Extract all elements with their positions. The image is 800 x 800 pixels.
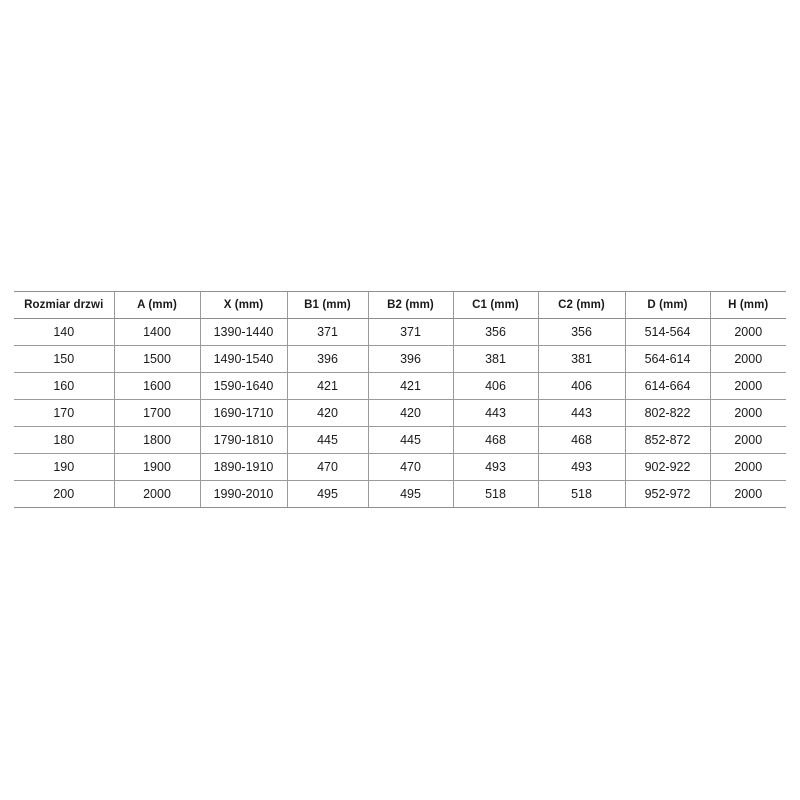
table-cell: 371 [287, 318, 369, 346]
table-cell: 1990-2010 [200, 480, 288, 508]
table-cell: 495 [368, 480, 454, 508]
table-cell: 1900 [114, 453, 201, 481]
table-cell: 396 [368, 345, 454, 373]
row-label-cell: 160 [14, 372, 115, 400]
table-cell: 420 [287, 399, 369, 427]
table-row: 200 2000 1990-2010 495 495 518 518 952-972 2000 [14, 480, 786, 508]
table-cell: 381 [538, 345, 626, 373]
column-header-5: C1 (mm) [453, 291, 539, 319]
column-header-4: B2 (mm) [368, 291, 454, 319]
table-cell: 518 [538, 480, 626, 508]
table-cell: 1390-1440 [200, 318, 288, 346]
table-cell: 2000 [710, 399, 786, 427]
table-cell: 1800 [114, 426, 201, 454]
column-header-1: A (mm) [114, 291, 201, 319]
table-row: 150 1500 1490-1540 396 396 381 381 564-614 2000 [14, 345, 786, 373]
table-cell: 614-664 [625, 372, 711, 400]
table-cell: 564-614 [625, 345, 711, 373]
table-cell: 356 [538, 318, 626, 346]
table-cell: 443 [453, 399, 539, 427]
row-label-cell: 150 [14, 345, 115, 373]
table-row: 170 1700 1690-1710 420 420 443 443 802-822 2000 [14, 399, 786, 427]
table-header: Rozmiar drzwi A (mm) X (mm) B1 (mm) B2 (mm) C… [14, 291, 786, 319]
table-cell: 1600 [114, 372, 201, 400]
row-label-cell: 140 [14, 318, 115, 346]
table-cell: 493 [538, 453, 626, 481]
column-header-2: X (mm) [200, 291, 288, 319]
table-cell: 445 [287, 426, 369, 454]
row-label-cell: 200 [14, 480, 115, 508]
table-cell: 2000 [710, 345, 786, 373]
table-cell: 2000 [710, 453, 786, 481]
table-cell: 1400 [114, 318, 201, 346]
table-cell: 952-972 [625, 480, 711, 508]
table-cell: 1890-1910 [200, 453, 288, 481]
table-cell: 802-822 [625, 399, 711, 427]
table-cell: 852-872 [625, 426, 711, 454]
table-cell: 443 [538, 399, 626, 427]
door-size-specification-table: Rozmiar drzwi A (mm) X (mm) B1 (mm) B2 (mm) C… [14, 291, 786, 508]
table-row: 180 1800 1790-1810 445 445 468 468 852-872 2000 [14, 426, 786, 454]
table-cell: 470 [368, 453, 454, 481]
table-cell: 1690-1710 [200, 399, 288, 427]
table-cell: 420 [368, 399, 454, 427]
column-header-6: C2 (mm) [538, 291, 626, 319]
table-cell: 421 [368, 372, 454, 400]
table-cell: 396 [287, 345, 369, 373]
table-cell: 356 [453, 318, 539, 346]
table-cell: 371 [368, 318, 454, 346]
table-cell: 1790-1810 [200, 426, 288, 454]
table-cell: 406 [538, 372, 626, 400]
row-label-cell: 190 [14, 453, 115, 481]
table-body: 140 1400 1390-1440 371 371 356 356 514-564 2000 1… [14, 318, 786, 508]
table-cell: 493 [453, 453, 539, 481]
table-cell: 518 [453, 480, 539, 508]
table-cell: 1700 [114, 399, 201, 427]
table-cell: 2000 [710, 318, 786, 346]
table-row: 160 1600 1590-1640 421 421 406 406 614-664 2000 [14, 372, 786, 400]
table-cell: 381 [453, 345, 539, 373]
table-cell: 470 [287, 453, 369, 481]
table-row: 190 1900 1890-1910 470 470 493 493 902-922 2000 [14, 453, 786, 481]
table-cell: 495 [287, 480, 369, 508]
specification-table-container: Rozmiar drzwi A (mm) X (mm) B1 (mm) B2 (mm) C… [14, 291, 786, 508]
table-cell: 1500 [114, 345, 201, 373]
column-header-8: H (mm) [710, 291, 786, 319]
table-cell: 902-922 [625, 453, 711, 481]
table-cell: 2000 [710, 480, 786, 508]
table-cell: 1490-1540 [200, 345, 288, 373]
table-cell: 2000 [710, 372, 786, 400]
table-cell: 445 [368, 426, 454, 454]
table-cell: 406 [453, 372, 539, 400]
table-row: 140 1400 1390-1440 371 371 356 356 514-564 2000 [14, 318, 786, 346]
column-header-0: Rozmiar drzwi [14, 291, 115, 319]
table-cell: 1590-1640 [200, 372, 288, 400]
row-label-cell: 170 [14, 399, 115, 427]
table-cell: 468 [538, 426, 626, 454]
table-cell: 421 [287, 372, 369, 400]
table-header-row: Rozmiar drzwi A (mm) X (mm) B1 (mm) B2 (mm) C… [14, 291, 786, 319]
table-cell: 468 [453, 426, 539, 454]
table-cell: 2000 [710, 426, 786, 454]
row-label-cell: 180 [14, 426, 115, 454]
table-cell: 2000 [114, 480, 201, 508]
column-header-3: B1 (mm) [287, 291, 369, 319]
column-header-7: D (mm) [625, 291, 711, 319]
table-cell: 514-564 [625, 318, 711, 346]
